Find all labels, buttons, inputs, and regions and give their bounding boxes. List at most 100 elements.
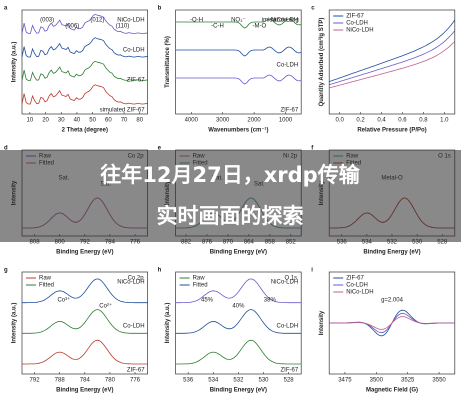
x-tick-label: 882 xyxy=(181,240,192,246)
annotation: -M-O xyxy=(252,24,266,30)
legend-label: ZIF-67 xyxy=(346,14,364,20)
x-axis-label: 2 Theta (degree) xyxy=(62,128,108,134)
curve xyxy=(22,278,148,304)
x-tick-label: 536 xyxy=(183,378,194,384)
x-tick-label: 3525 xyxy=(401,378,415,384)
x-tick-label: 780 xyxy=(105,378,116,384)
panel-letter: e xyxy=(158,146,162,152)
panel-letter: i xyxy=(311,268,313,274)
x-axis-label: Magnetic Field (G) xyxy=(366,388,418,394)
x-tick-label: 852 xyxy=(286,240,297,246)
curve-label: Co-LDH xyxy=(123,324,145,330)
y-axis-label: Intensity (a.u.) xyxy=(12,42,18,83)
x-tick-label: 528 xyxy=(437,240,448,246)
x-tick-label: 784 xyxy=(80,378,91,384)
x-tick-label: 534 xyxy=(362,240,373,246)
annotation: 45% xyxy=(201,298,214,304)
panel-title: Co 2p xyxy=(128,276,145,282)
x-tick-label: 528 xyxy=(284,378,295,384)
x-tick-label: 10 xyxy=(27,118,34,124)
annotation: NO₃⁻ xyxy=(231,18,246,24)
curve-label: ZIF-67 xyxy=(281,108,299,114)
curve-label: NiCo-LDH xyxy=(117,18,144,24)
annotation: -C-H xyxy=(211,24,224,30)
y-axis-label: Transmittance (%) xyxy=(165,36,171,88)
x-tick-label: 0.4 xyxy=(377,118,386,124)
overlay-title: 往年12月27日，xrdp传输 xyxy=(100,163,360,187)
x-axis-label: Relative Pressure (P/Po) xyxy=(357,128,426,134)
x-tick-label: 30 xyxy=(58,118,65,124)
x-tick-label: 80 xyxy=(136,118,143,124)
x-axis-label: Binding Energy (eV) xyxy=(210,388,267,394)
x-tick-label: 40 xyxy=(74,118,81,124)
x-tick-label: 792 xyxy=(80,240,91,246)
curve-label: Co-LDH xyxy=(277,324,299,330)
x-tick-label: 864 xyxy=(244,240,255,246)
panel-letter: b xyxy=(158,6,162,12)
x-tick-label: 60 xyxy=(105,118,112,124)
x-tick-label: 532 xyxy=(233,378,244,384)
curve xyxy=(329,30,456,86)
x-axis-label: Binding Energy (eV) xyxy=(210,250,267,256)
x-tick-label: 800 xyxy=(55,240,66,246)
curve-label: ZIF-67 xyxy=(127,78,145,84)
x-tick-label: 530 xyxy=(412,240,423,246)
annotation: (110) xyxy=(116,24,130,30)
legend-label: ZIF-67 xyxy=(346,276,364,282)
x-tick-label: 20 xyxy=(42,118,49,124)
legend-label: Raw xyxy=(193,276,206,282)
x-tick-label: 2000 xyxy=(247,118,261,124)
overlay-title: 实时画面的探索 xyxy=(157,204,304,228)
x-tick-label: 876 xyxy=(202,240,213,246)
legend-label: NiCo-LDH xyxy=(346,28,373,34)
y-axis-label: Quantity Adsorbed (cm³/g STP) xyxy=(318,18,325,107)
legend-label: Raw xyxy=(39,276,52,282)
annotation: 38% xyxy=(264,298,277,304)
x-tick-label: 3475 xyxy=(338,378,352,384)
curve-label: Co-LDH xyxy=(277,63,299,69)
panel-title: O 1s xyxy=(285,276,298,282)
curve xyxy=(175,18,302,29)
curve xyxy=(21,84,148,105)
y-axis-label: Intensity xyxy=(319,310,325,335)
panel-letter: f xyxy=(311,146,314,152)
x-axis-label: Wavenumbers (cm⁻¹) xyxy=(208,127,268,134)
curve xyxy=(175,309,302,334)
legend-label: Co-LDH xyxy=(346,21,368,27)
annotation: Co³⁺ xyxy=(57,297,70,304)
panel-letter: c xyxy=(311,6,315,12)
curve-label: ZIF-67 xyxy=(281,368,299,374)
x-tick-label: 0.2 xyxy=(356,118,365,124)
x-tick-label: 534 xyxy=(208,378,219,384)
annotation: g=2.004 xyxy=(381,298,404,304)
curve xyxy=(21,13,148,34)
plot-frame xyxy=(21,9,148,115)
annotation: Co²⁺ xyxy=(99,303,112,310)
curve-label: NiCo-LDH xyxy=(271,18,298,24)
annotation: imidazole ring xyxy=(262,18,299,24)
curve xyxy=(22,339,148,365)
curve-label: Co-LDH xyxy=(123,48,145,54)
x-tick-label: 776 xyxy=(130,378,141,384)
x-tick-label: 776 xyxy=(130,240,141,246)
x-tick-label: 1.0 xyxy=(440,118,449,124)
x-tick-label: 70 xyxy=(121,118,128,124)
overlay-band xyxy=(0,150,461,242)
y-axis-label: Intensity (a.u.) xyxy=(12,303,18,344)
panel-letter: g xyxy=(4,268,8,274)
x-tick-label: 808 xyxy=(30,240,41,246)
curve-label: ZIF-67 xyxy=(127,368,145,374)
x-tick-label: 532 xyxy=(387,240,398,246)
x-tick-label: 3550 xyxy=(432,378,446,384)
curve xyxy=(175,339,302,365)
x-tick-label: 0.0 xyxy=(335,118,344,124)
plot-frame xyxy=(175,9,302,115)
x-tick-label: 3500 xyxy=(370,378,384,384)
annotation: (006) xyxy=(65,24,79,30)
x-axis-label: Binding Energy (eV) xyxy=(363,250,420,256)
annotation: -O-H xyxy=(190,18,203,24)
x-axis-label: Binding Energy (eV) xyxy=(56,388,113,394)
panel-letter: h xyxy=(158,268,162,274)
legend-label: Co-LDH xyxy=(346,283,368,289)
